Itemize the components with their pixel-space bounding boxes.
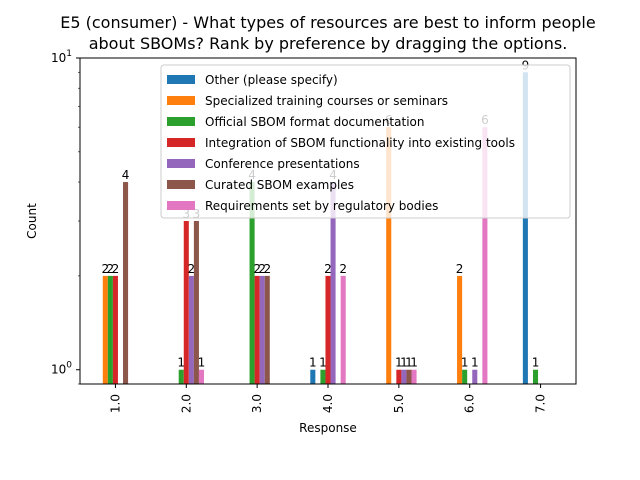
legend-swatch-curated-sbom-examples: [167, 180, 195, 189]
bar-value-label: 1: [400, 356, 408, 370]
bar-requirements-set-by-regulatory-bodies-5.0: [411, 369, 417, 384]
bar-curated-sbom-examples-5.0: [406, 369, 412, 384]
bar-value-label: 2: [258, 262, 266, 276]
x-tick-label-4.0: 4.0: [321, 394, 335, 413]
x-tick-label-7.0: 7.0: [534, 394, 548, 413]
x-tick-label-5.0: 5.0: [392, 394, 406, 413]
bar-official-sbom-format-documentation-1.0: [107, 275, 113, 384]
bar-value-label: 2: [188, 262, 196, 276]
bar-value-label: 1: [319, 356, 327, 370]
bar-value-label: 2: [107, 262, 115, 276]
chart-title-line-1: E5 (consumer) - What types of resources …: [60, 13, 595, 32]
bar-value-label: 1: [177, 356, 185, 370]
x-axis-ticks: 1.0 2.0 3.0 4.0 5.0 6.0 7.0: [108, 384, 548, 413]
bar-value-label: 4: [122, 168, 130, 182]
bar-value-label: 2: [253, 262, 261, 276]
legend-label-other-please-specify: Other (please specify): [205, 73, 338, 87]
legend-swatch-conference-presentations: [167, 159, 195, 168]
y-tick-label: 100: [51, 361, 72, 377]
bar-value-label: 2: [101, 262, 109, 276]
bar-integration-of-sbom-functionality-into-existing-tools-4.0: [325, 275, 331, 384]
bar-integration-of-sbom-functionality-into-existing-tools-5.0: [396, 369, 402, 384]
bar-integration-of-sbom-functionality-into-existing-tools-2.0: [183, 221, 189, 384]
bar-conference-presentations-3.0: [259, 275, 265, 384]
x-axis-label: Response: [299, 421, 357, 435]
bar-other-please-specify-7.0: [522, 72, 528, 384]
bar-curated-sbom-examples-1.0: [123, 182, 129, 384]
y-axis-ticks: 100 101: [51, 49, 80, 385]
bar-conference-presentations-6.0: [472, 369, 478, 384]
legend-label-conference-presentations: Conference presentations: [205, 157, 360, 171]
bar-specialized-training-courses-or-seminars-1.0: [102, 275, 108, 384]
bar-official-sbom-format-documentation-4.0: [320, 369, 326, 384]
legend-swatch-requirements-set-by-regulatory-bodies: [167, 201, 195, 210]
bar-conference-presentations-4.0: [330, 182, 336, 384]
legend-label-integration-of-sbom-functionality-into-existing-tools: Integration of SBOM functionality into e…: [205, 136, 515, 150]
bar-curated-sbom-examples-2.0: [193, 221, 199, 384]
bar-official-sbom-format-documentation-2.0: [178, 369, 184, 384]
legend-label-requirements-set-by-regulatory-bodies: Requirements set by regulatory bodies: [205, 199, 438, 213]
bar-official-sbom-format-documentation-6.0: [462, 369, 468, 384]
bar-value-label: 1: [395, 356, 403, 370]
bar-value-label: 2: [339, 262, 347, 276]
bar-value-label: 2: [324, 262, 332, 276]
x-tick-label-3.0: 3.0: [250, 394, 264, 413]
bar-value-label: 1: [405, 356, 413, 370]
legend: Other (please specify) Specialized traini…: [160, 64, 571, 219]
bar-official-sbom-format-documentation-7.0: [532, 369, 539, 384]
legend-box: [160, 64, 571, 219]
legend-swatch-specialized-training-courses-or-seminars: [167, 96, 195, 105]
bar-value-label: 1: [461, 356, 469, 370]
bar-curated-sbom-examples-3.0: [264, 275, 270, 384]
bar-requirements-set-by-regulatory-bodies-4.0: [340, 275, 346, 384]
legend-label-curated-sbom-examples: Curated SBOM examples: [205, 178, 354, 192]
bar-official-sbom-format-documentation-3.0: [249, 182, 255, 384]
bar-value-label: 2: [456, 262, 464, 276]
bars-group: [102, 72, 539, 384]
bar-conference-presentations-2.0: [188, 275, 194, 384]
x-tick-label-2.0: 2.0: [179, 394, 193, 413]
bar-specialized-training-courses-or-seminars-6.0: [457, 275, 463, 384]
y-tick-label: 101: [51, 49, 72, 65]
bar-integration-of-sbom-functionality-into-existing-tools-1.0: [112, 275, 118, 384]
bar-specialized-training-courses-or-seminars-5.0: [386, 127, 392, 384]
bar-conference-presentations-5.0: [401, 369, 407, 384]
bar-value-label: 2: [112, 262, 120, 276]
bar-value-label: 1: [410, 356, 418, 370]
bar-requirements-set-by-regulatory-bodies-2.0: [198, 369, 204, 384]
legend-label-official-sbom-format-documentation: Official SBOM format documentation: [205, 115, 424, 129]
bar-value-label: 1: [532, 356, 540, 370]
legend-swatch-official-sbom-format-documentation: [167, 117, 195, 126]
bar-value-label: 1: [309, 356, 317, 370]
x-tick-label-6.0: 6.0: [463, 394, 477, 413]
bar-value-label: 2: [263, 262, 271, 276]
bar-requirements-set-by-regulatory-bodies-6.0: [482, 127, 488, 384]
bar-integration-of-sbom-functionality-into-existing-tools-3.0: [254, 275, 260, 384]
legend-swatch-integration-of-sbom-functionality-into-existing-tools: [167, 138, 195, 147]
y-axis-label: Count: [25, 203, 39, 239]
bar-other-please-specify-4.0: [310, 369, 316, 384]
legend-label-specialized-training-courses-or-seminars: Specialized training courses or seminars: [205, 94, 448, 108]
bar-value-label: 1: [471, 356, 479, 370]
x-tick-label-1.0: 1.0: [108, 394, 122, 413]
legend-swatch-other-please-specify: [167, 75, 195, 84]
bar-value-label: 1: [198, 356, 206, 370]
chart-title-line-2: about SBOMs? Rank by preference by dragg…: [89, 34, 568, 53]
